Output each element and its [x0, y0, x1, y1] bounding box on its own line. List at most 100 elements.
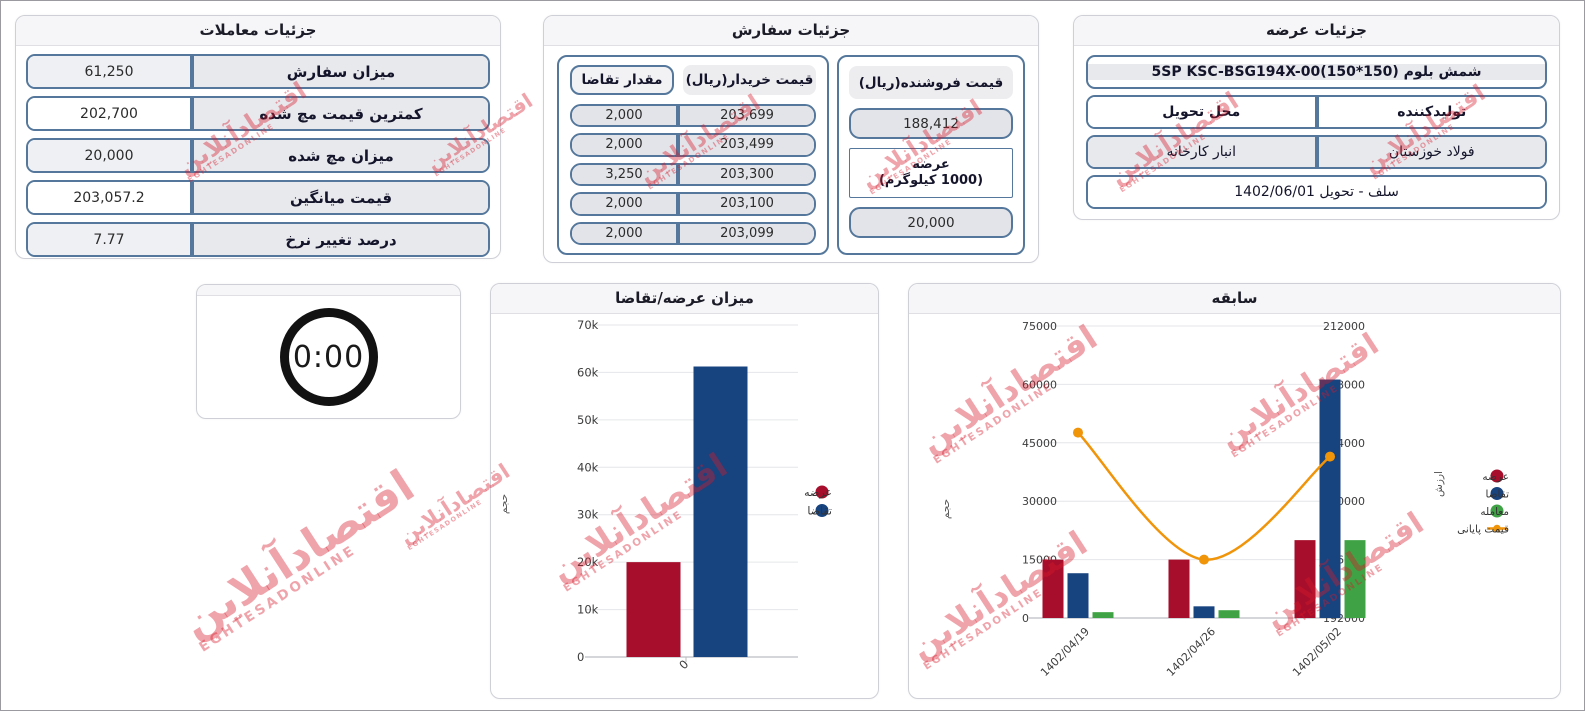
- orderbook-row: 203,499 2,000: [570, 133, 816, 157]
- column-divider: [190, 56, 194, 87]
- orderbook-row: 203,300 3,250: [570, 162, 816, 187]
- table-row: درصد تغییر نرخ 7.77: [26, 222, 490, 257]
- svg-text:212000: 212000: [1323, 320, 1365, 333]
- legend-item-عرضه[interactable]: عرضه: [804, 485, 832, 500]
- orderbook-row: 203,699 2,000: [570, 103, 816, 128]
- column-divider: [676, 223, 680, 243]
- watermark-persian-text: اقتصادآنلاین: [171, 459, 424, 648]
- table-row: میزان سفارش 61,250: [26, 54, 490, 89]
- settlement-value: سلف - تحویل 1402/06/01: [1088, 177, 1545, 207]
- demand-chart-title: میزان عرضه/تقاضا: [491, 284, 878, 314]
- trades-card-body: میزان سفارش 61,250 کمترین قیمت مچ شده 20…: [16, 46, 500, 265]
- closing-price-marker: [1325, 451, 1335, 462]
- demand-amount: 2,000: [572, 105, 676, 126]
- column-divider: [190, 140, 194, 171]
- bar-عرضه: [626, 562, 681, 657]
- column-divider: [1314, 137, 1319, 167]
- buyer-price-header: قیمت خریدار(ریال): [683, 65, 816, 95]
- legend-item-معامله[interactable]: معامله: [1480, 504, 1509, 519]
- svg-text:حجم: حجم: [940, 499, 952, 519]
- row-label: کمترین قیمت مچ شده: [194, 98, 488, 129]
- svg-text:60000: 60000: [1022, 378, 1057, 391]
- closing-price-marker: [1073, 427, 1083, 438]
- column-divider: [676, 135, 680, 155]
- svg-text:عرضه: عرضه: [804, 486, 832, 499]
- seller-amount-value: 20,000: [849, 207, 1013, 238]
- svg-text:10k: 10k: [577, 603, 599, 617]
- buyer-orderbook-panel: قیمت خریدار(ریال) مقدار تقاضا 203,699 2,…: [557, 55, 829, 255]
- supply-demand-chart: 0 10k 20k 30k 40k 50k 60k 70k 0 عرضه تقاضا حجم: [498, 318, 832, 672]
- svg-text:40k: 40k: [577, 460, 599, 474]
- column-divider: [676, 105, 680, 126]
- svg-text:0: 0: [1022, 612, 1029, 625]
- svg-text:حجم: حجم: [498, 494, 510, 514]
- bar-معامله: [1218, 610, 1240, 618]
- svg-text:تقاضا: تقاضا: [807, 505, 832, 518]
- buyer-price: 203,499: [680, 135, 814, 155]
- legend-item-تقاضا[interactable]: تقاضا: [1485, 487, 1509, 501]
- demand-amount: 2,000: [572, 135, 676, 155]
- row-value: 20,000: [28, 140, 190, 171]
- svg-text:قیمت پایانی: قیمت پایانی: [1457, 524, 1509, 536]
- svg-text:عرضه: عرضه: [1482, 471, 1509, 483]
- row-label: میزان مچ شده: [194, 140, 488, 171]
- bar-تقاضا: [1319, 379, 1341, 618]
- bar-معامله: [1092, 612, 1114, 618]
- bar-معامله: [1344, 540, 1366, 618]
- column-divider: [676, 194, 680, 214]
- legend-item-قیمت پایانی[interactable]: قیمت پایانی: [1457, 524, 1509, 536]
- buyer-price: 203,699: [680, 105, 814, 126]
- buyer-price: 203,300: [680, 164, 814, 185]
- watermark: اقتصادآنلاین EGHTESADONLINE: [171, 459, 427, 656]
- history-chart-card: سابقه 0 192000 15000 196000 30000 200000 45000…: [908, 283, 1561, 699]
- orderbook-row: 203,100 2,000: [570, 192, 816, 216]
- buyer-price: 203,100: [680, 194, 814, 214]
- svg-text:1402/04/26: 1402/04/26: [1164, 625, 1218, 679]
- table-row: میزان مچ شده 20,000: [26, 138, 490, 173]
- column-divider: [676, 164, 680, 185]
- bar-عرضه: [1168, 559, 1190, 618]
- supply-card-title: جزئیات عرضه: [1074, 16, 1559, 46]
- svg-text:45000: 45000: [1022, 437, 1057, 450]
- timer-value: 0:00: [292, 339, 365, 375]
- timer-card-body: 0:00: [197, 296, 460, 418]
- table-row: کمترین قیمت مچ شده 202,700: [26, 96, 490, 131]
- seller-price-header: قیمت فروشنده(ریال): [849, 66, 1013, 99]
- bar-عرضه: [1042, 559, 1064, 618]
- watermark-latin-text: EGHTESADONLINE: [196, 542, 360, 656]
- svg-text:70k: 70k: [577, 318, 599, 332]
- settlement-row: سلف - تحویل 1402/06/01: [1086, 175, 1547, 209]
- svg-text:50k: 50k: [577, 413, 599, 427]
- supply-label-line2: (1000 کیلوگرم): [878, 173, 984, 188]
- row-label: درصد تغییر نرخ: [194, 224, 488, 255]
- supply-details-card: جزئیات عرضه 5SP KSC-BSG194X-00(150*150) …: [1073, 15, 1560, 220]
- svg-text:0: 0: [577, 650, 584, 664]
- timer-card-header: [197, 285, 460, 296]
- history-chart-body: 0 192000 15000 196000 30000 200000 45000 204000…: [909, 314, 1560, 701]
- orders-card-body: قیمت فروشنده(ریال) 188,412 عرضه (1000 کی…: [544, 46, 1038, 264]
- svg-text:60k: 60k: [577, 365, 599, 379]
- orders-card-title: جزئیات سفارش: [544, 16, 1038, 46]
- legend-item-تقاضا[interactable]: تقاضا: [807, 504, 832, 518]
- demand-amount: 2,000: [572, 194, 676, 214]
- demand-amount: 2,000: [572, 223, 676, 243]
- row-value: 7.77: [28, 224, 190, 255]
- legend-item-عرضه[interactable]: عرضه: [1482, 469, 1509, 484]
- demand-chart-body: 0 10k 20k 30k 40k 50k 60k 70k 0 عرضه تقاضا حجم: [491, 314, 878, 701]
- row-value: 202,700: [28, 98, 190, 129]
- bar-تقاضا: [1193, 606, 1215, 618]
- row-value: 203,057.2: [28, 182, 190, 213]
- seller-price-value: 188,412: [849, 108, 1013, 139]
- closing-price-line: [1077, 431, 1331, 561]
- seller-panel: قیمت فروشنده(ریال) 188,412 عرضه (1000 کی…: [837, 55, 1025, 255]
- history-chart-title: سابقه: [909, 284, 1560, 314]
- svg-text:ارزش: ارزش: [1433, 471, 1445, 497]
- row-value: 61,250: [28, 56, 190, 87]
- svg-text:معامله: معامله: [1480, 506, 1509, 518]
- trades-card-title: جزئیات معاملات: [16, 16, 500, 46]
- producer-value: فولاد خوزستان: [1318, 137, 1545, 167]
- delivery-header: محل تحویل: [1088, 97, 1315, 127]
- orderbook-row: 203,099 2,000: [570, 221, 816, 246]
- svg-text:1402/05/02: 1402/05/02: [1290, 625, 1344, 679]
